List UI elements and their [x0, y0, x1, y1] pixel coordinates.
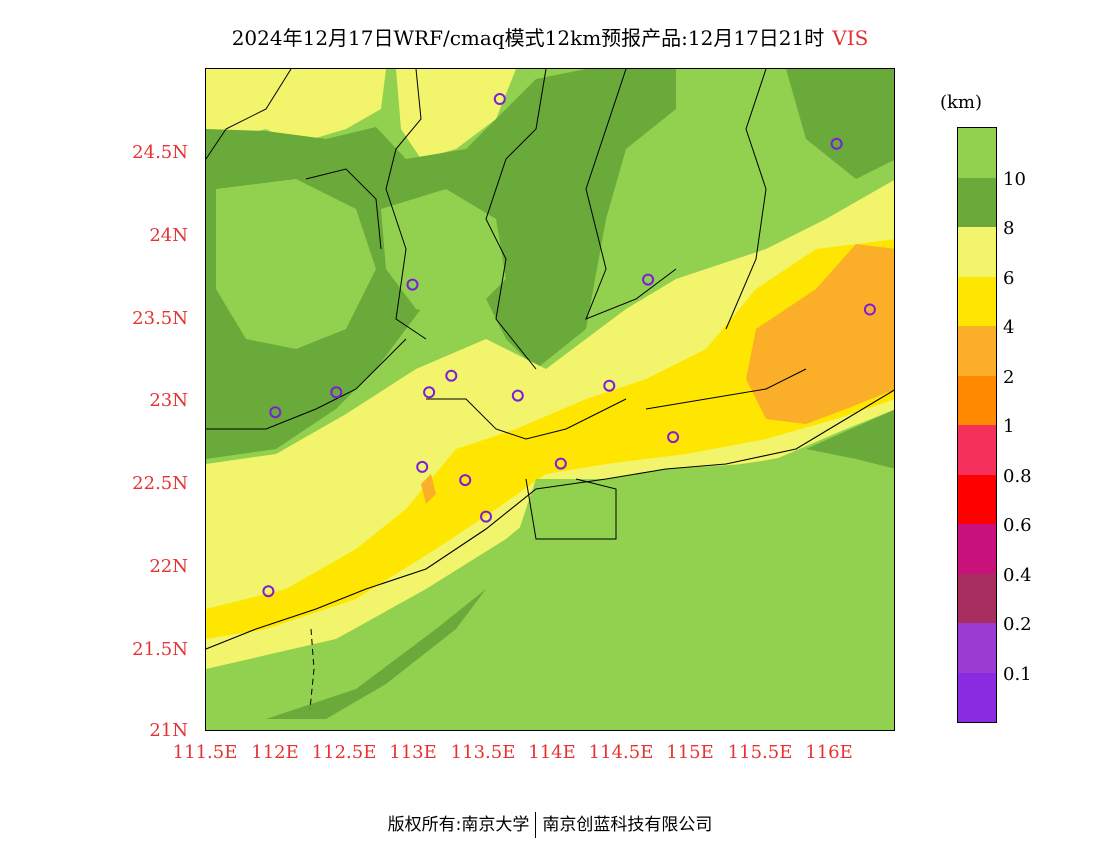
station-marker: [863, 303, 876, 316]
colorbar-seg-0-1: [958, 623, 996, 673]
lat-label-22-5n: 22.5N: [132, 473, 188, 494]
station-marker: [830, 137, 843, 150]
lon-label-114-5e: 114.5E: [588, 742, 654, 763]
colorbar-label-0-8: 0.8: [1003, 466, 1032, 487]
station-marker: [554, 457, 567, 470]
colorbar-seg-10plus: [958, 128, 996, 178]
colorbar-label-8: 8: [1003, 218, 1015, 239]
colorbar-unit: (km): [940, 92, 983, 113]
colorbar-label-1: 1: [1003, 416, 1015, 437]
lon-label-113-5e: 113.5E: [450, 742, 516, 763]
station-marker: [642, 273, 655, 286]
lat-label-24n: 24N: [149, 225, 188, 246]
lon-label-114e: 114E: [528, 742, 576, 763]
sea-boundary-dashed: [309, 628, 315, 710]
footer-copyright-right: 南京创蓝科技有限公司: [542, 815, 713, 835]
colorbar-seg-0-4: [958, 524, 996, 574]
lon-label-115e: 115E: [666, 742, 714, 763]
region-vis-8-north-east: [786, 69, 894, 179]
station-marker: [603, 379, 616, 392]
colorbar-seg-lowest: [958, 673, 996, 722]
lat-label-23n: 23N: [149, 390, 188, 411]
colorbar-label-2: 2: [1003, 367, 1015, 388]
lat-label-24-5n: 24.5N: [132, 142, 188, 163]
footer-separator: [535, 812, 537, 838]
lon-label-111-5e: 111.5E: [172, 742, 238, 763]
station-marker: [459, 474, 472, 487]
colorbar-seg-4: [958, 277, 996, 326]
station-marker: [330, 386, 343, 399]
title-main: 2024年12月17日WRF/cmaq模式12km预报产品:12月17日21时: [231, 26, 825, 50]
boundary-lines: [206, 69, 807, 540]
lat-label-22n: 22N: [149, 556, 188, 577]
map-title: 2024年12月17日WRF/cmaq模式12km预报产品:12月17日21时 V…: [0, 22, 1100, 51]
colorbar-seg-6: [958, 227, 996, 277]
colorbar-label-10: 10: [1003, 169, 1026, 190]
colorbar-seg-0-2: [958, 574, 996, 623]
station-marker: [445, 369, 458, 382]
region-vis-4-coastal: [206, 239, 894, 639]
colorbar-label-0-4: 0.4: [1003, 565, 1032, 586]
station-marker: [423, 386, 436, 399]
station-marker: [269, 406, 282, 419]
lat-label-21n: 21N: [149, 720, 188, 741]
lon-label-116e: 116E: [805, 742, 853, 763]
map-plot-area: [205, 68, 895, 731]
region-vis-10-pocket-west: [216, 179, 376, 349]
lon-label-112-5e: 112.5E: [311, 742, 377, 763]
station-marker: [511, 389, 524, 402]
station-marker: [262, 585, 275, 598]
station-marker: [493, 93, 506, 105]
colorbar-label-0-1: 0.1: [1003, 664, 1032, 685]
lat-label-23-5n: 23.5N: [132, 308, 188, 329]
station-marker: [667, 431, 680, 444]
region-vis-10-pocket-center: [381, 189, 506, 319]
region-vis-2-small: [421, 474, 436, 504]
colorbar-seg-2: [958, 326, 996, 376]
region-sea-vis-10: [206, 410, 894, 730]
colorbar-seg-0-6: [958, 475, 996, 524]
colorbar-label-0-6: 0.6: [1003, 515, 1032, 536]
lat-label-21-5n: 21.5N: [132, 639, 188, 660]
copyright-footer: 版权所有:南京大学 南京创蓝科技有限公司: [0, 810, 1100, 838]
footer-copyright-left: 版权所有:南京大学: [387, 815, 530, 835]
colorbar-seg-0-8: [958, 425, 996, 475]
lon-label-113e: 113E: [389, 742, 437, 763]
lon-label-115-5e: 115.5E: [727, 742, 793, 763]
region-sea-vis-8: [806, 409, 894, 469]
title-variable: VIS: [832, 26, 869, 50]
colorbar-seg-8: [958, 178, 996, 227]
region-vis-2-east: [746, 244, 894, 424]
region-vis-6-north-center: [396, 69, 516, 159]
coastline: [206, 389, 894, 650]
station-marker: [480, 510, 492, 523]
colorbar-seg-1: [958, 376, 996, 425]
station-marker: [406, 278, 419, 291]
colorbar-label-6: 6: [1003, 268, 1015, 289]
station-markers: [262, 93, 876, 598]
colorbar-label-0-2: 0.2: [1003, 614, 1032, 635]
colorbar: [957, 127, 997, 723]
station-marker: [416, 460, 429, 473]
visibility-field: [206, 69, 894, 730]
colorbar-label-4: 4: [1003, 317, 1015, 338]
lon-label-112e: 112E: [251, 742, 299, 763]
region-vis-6-north-west: [206, 69, 386, 144]
